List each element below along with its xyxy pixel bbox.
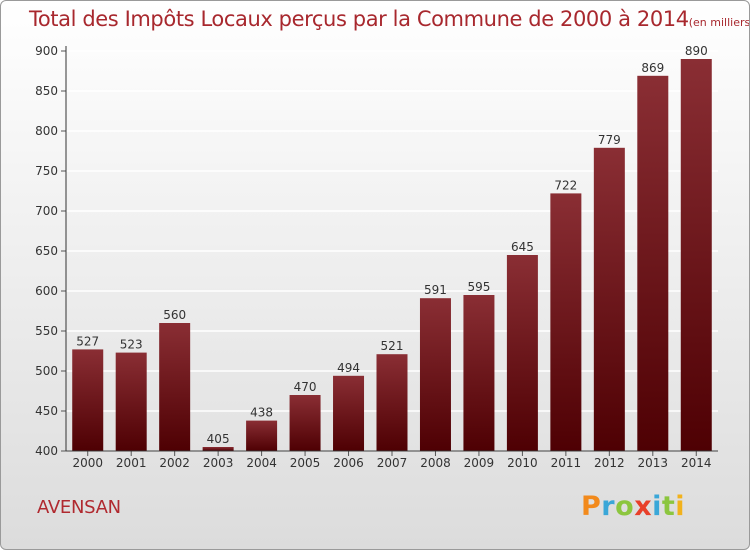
y-tick-label-700: 700 [35, 204, 58, 218]
x-tick-label-2010: 2010 [507, 456, 538, 470]
bar-2003 [202, 447, 234, 451]
bar-2005 [289, 395, 321, 451]
proxiti-logo: Proxiti [581, 491, 685, 522]
y-tick-label-800: 800 [35, 124, 58, 138]
commune-name: AVENSAN [37, 497, 121, 518]
value-label-2009: 595 [467, 280, 490, 294]
bar-2004 [246, 420, 278, 451]
bar-2011 [550, 193, 582, 451]
x-tick-label-2005: 2005 [290, 456, 321, 470]
bar-2006 [333, 375, 365, 451]
x-tick-label-2013: 2013 [638, 456, 669, 470]
y-tick-label-400: 400 [35, 444, 58, 458]
x-tick-label-2004: 2004 [246, 456, 277, 470]
value-label-2004: 438 [250, 406, 273, 420]
chart-title-text: Total des Impôts Locaux perçus par la Co… [29, 7, 689, 31]
logo-letter: o [615, 491, 635, 522]
value-labels: 527 523 560 405 438 470 494 521 591 595 645 722 779 8… [76, 44, 707, 446]
bar-2008 [419, 298, 451, 451]
x-tick-label-2007: 2007 [377, 456, 408, 470]
bar-2012 [593, 147, 625, 452]
x-tick-label-2006: 2006 [333, 456, 364, 470]
value-label-2008: 591 [424, 283, 447, 297]
value-label-2012: 779 [598, 133, 621, 147]
y-tick-label-850: 850 [35, 84, 58, 98]
value-label-2001: 523 [120, 338, 143, 352]
value-label-2006: 494 [337, 361, 360, 375]
bar-2000 [72, 349, 104, 451]
y-tick-label-600: 600 [35, 284, 58, 298]
value-label-2002: 560 [163, 308, 186, 322]
y-tick-label-750: 750 [35, 164, 58, 178]
value-label-2013: 869 [641, 61, 664, 75]
chart-unit: (en milliers d'€) [688, 16, 750, 29]
y-tick-label-500: 500 [35, 364, 58, 378]
value-label-2014: 890 [685, 44, 708, 58]
x-tick-label-2002: 2002 [159, 456, 190, 470]
logo-letter: t [661, 491, 676, 522]
y-tick-label-900: 900 [35, 44, 58, 58]
logo-letter: i [652, 491, 662, 522]
bar-2007 [376, 354, 408, 451]
x-tick-label-2009: 2009 [464, 456, 495, 470]
logo-letter: r [601, 491, 616, 522]
x-tick-label-2003: 2003 [203, 456, 234, 470]
logo-letter: i [675, 491, 686, 522]
bar-2009 [463, 295, 495, 451]
y-tick-label-550: 550 [35, 324, 58, 338]
bar-2001 [115, 352, 147, 451]
bar-2002 [159, 323, 191, 451]
x-tick-label-2014: 2014 [681, 456, 712, 470]
value-label-2005: 470 [294, 380, 317, 394]
bar-2010 [506, 255, 538, 451]
y-tick-label-650: 650 [35, 244, 58, 258]
x-tick-label-2000: 2000 [72, 456, 103, 470]
value-label-2011: 722 [554, 178, 577, 192]
logo-letter: P [581, 491, 602, 522]
y-tick-labels: 400 450 500 550 600 650 700 750 800 850 900 [35, 44, 58, 458]
chart-title: Total des Impôts Locaux perçus par la Co… [29, 7, 750, 31]
x-tick-labels: 2000 2001 2002 2003 2004 2005 2006 2007 2008 2009… [72, 456, 711, 470]
value-label-2000: 527 [76, 334, 99, 348]
bar-2013 [637, 75, 669, 452]
logo-letter: x [634, 491, 653, 522]
value-label-2010: 645 [511, 240, 534, 254]
value-label-2007: 521 [381, 339, 404, 353]
x-tick-label-2011: 2011 [551, 456, 582, 470]
y-tick-label-450: 450 [35, 404, 58, 418]
axes [65, 46, 718, 452]
x-tick-label-2008: 2008 [420, 456, 451, 470]
bars [72, 59, 712, 456]
value-label-2003: 405 [207, 432, 230, 446]
bar-2014 [680, 59, 712, 451]
x-tick-label-2012: 2012 [594, 456, 625, 470]
x-tick-label-2001: 2001 [116, 456, 147, 470]
